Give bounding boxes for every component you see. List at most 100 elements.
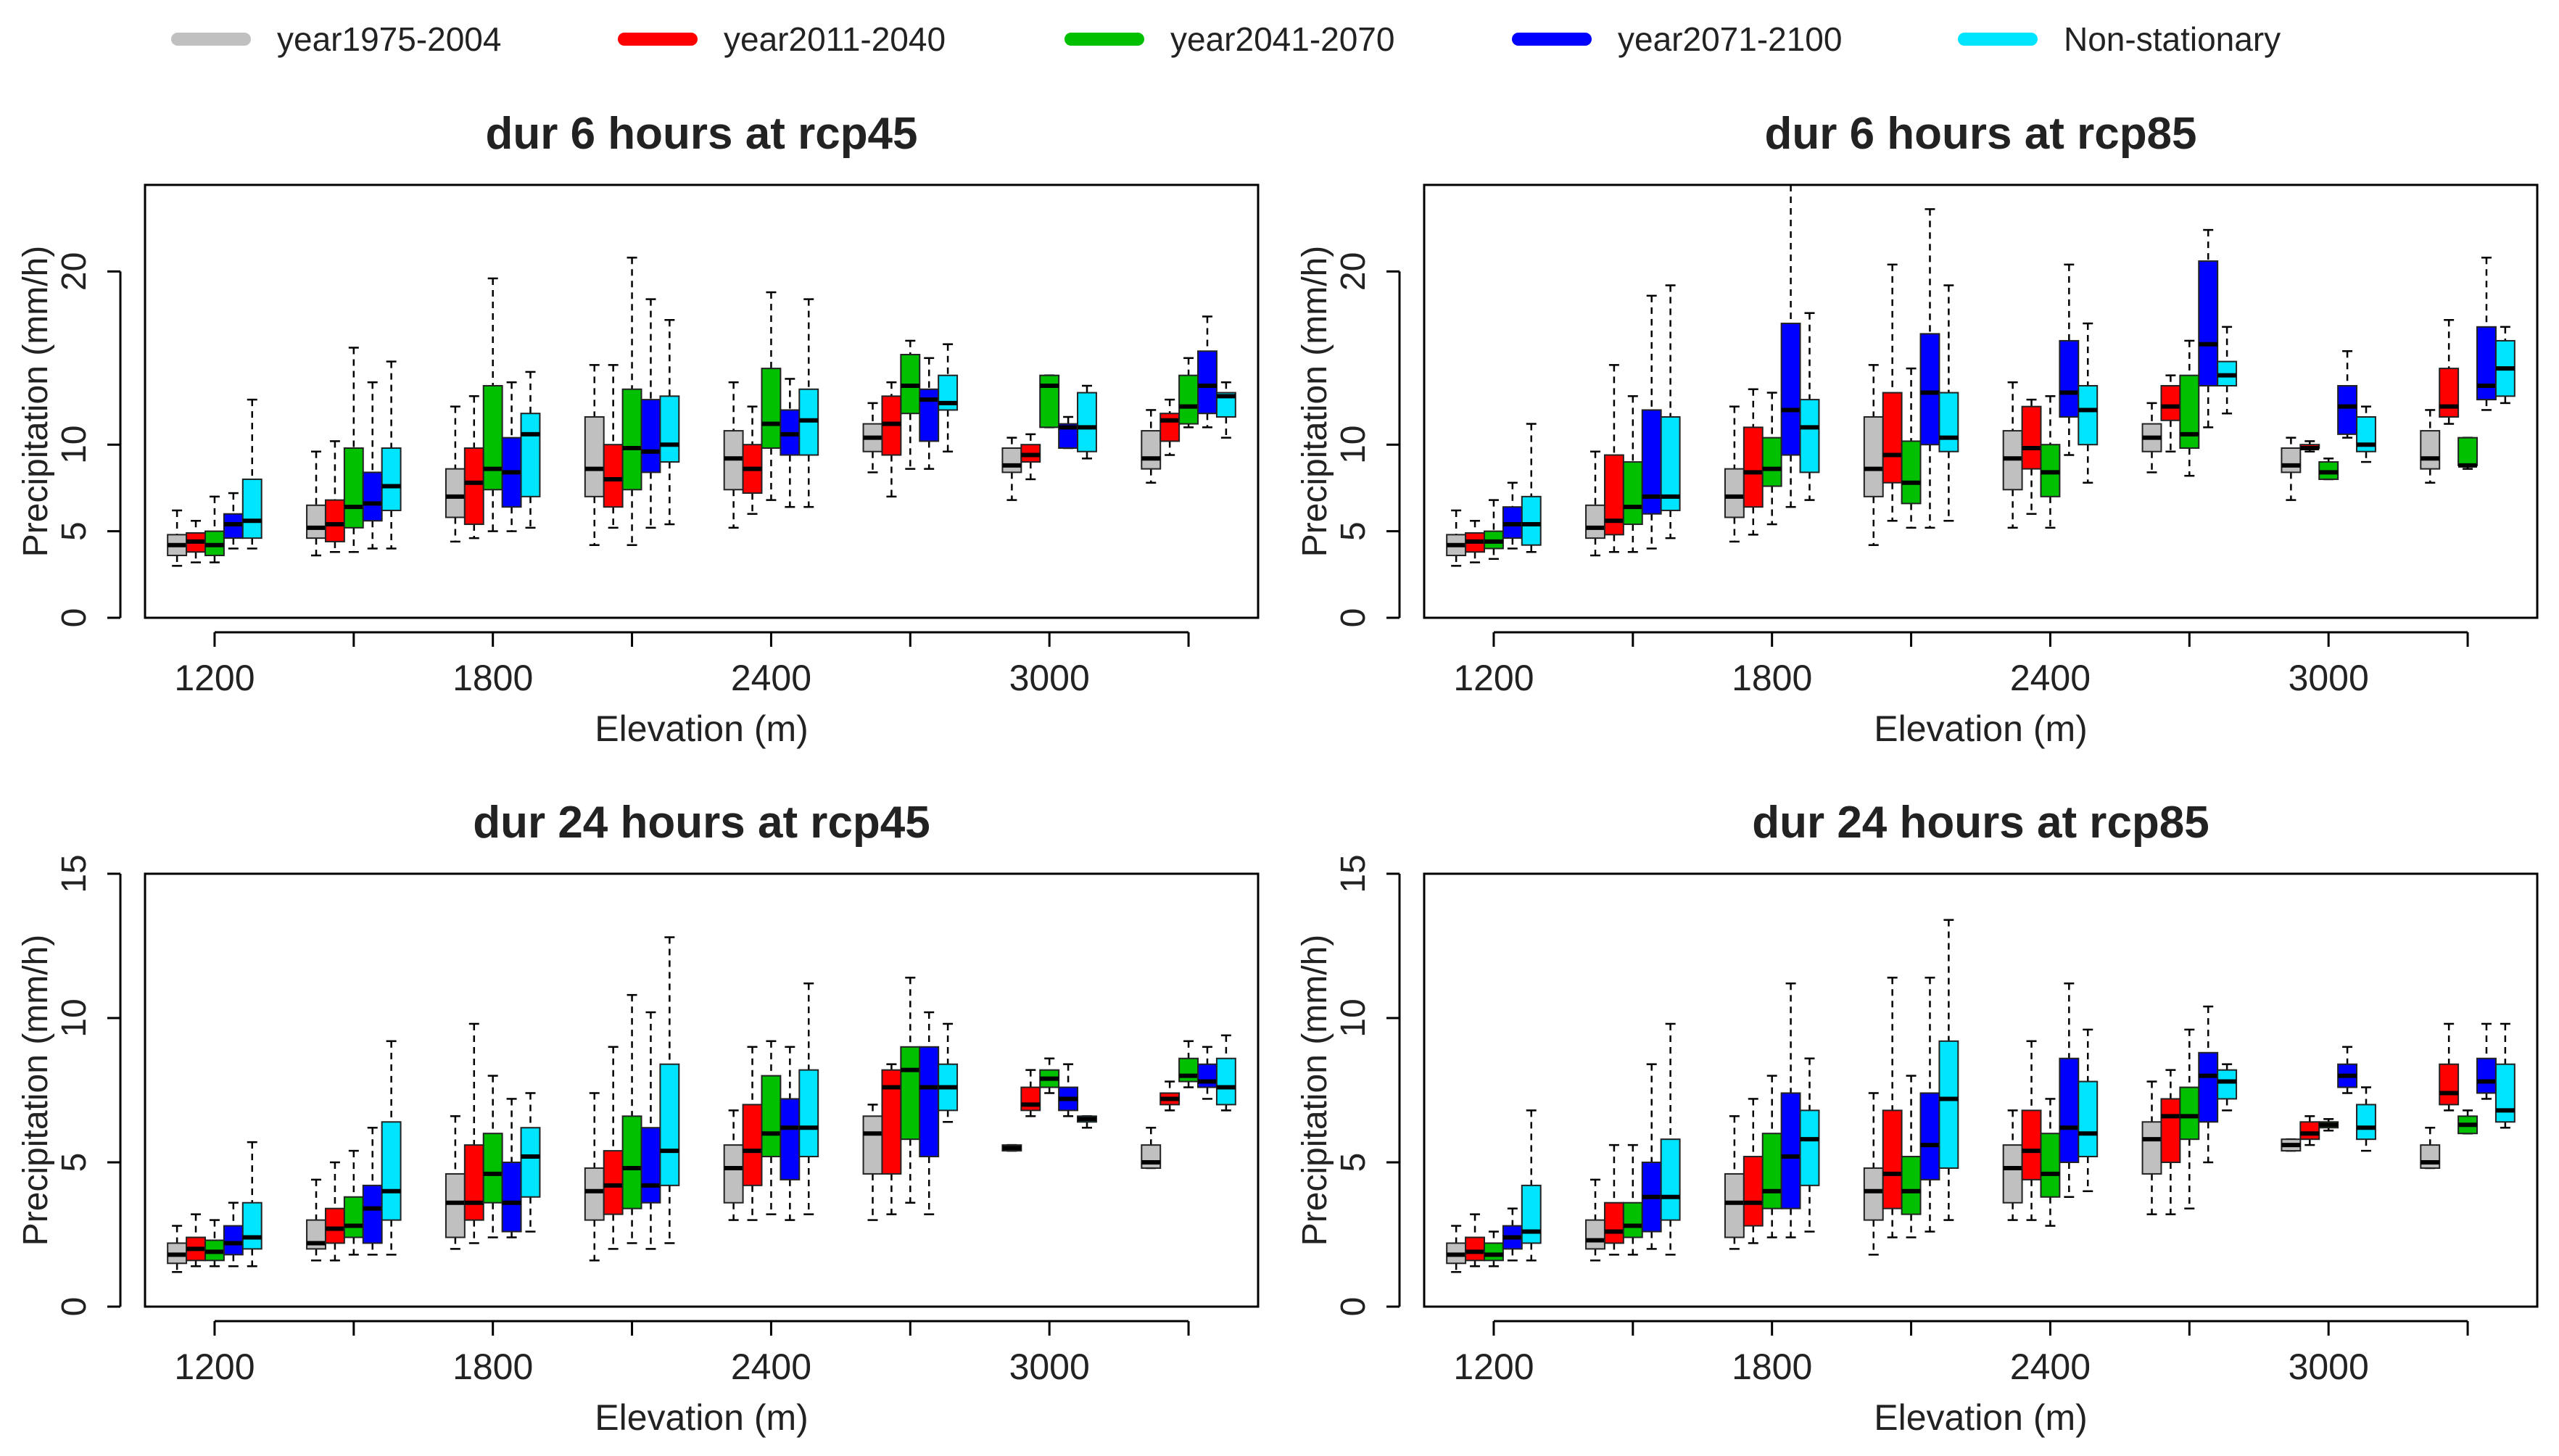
box-year2071-2100 xyxy=(2198,260,2219,387)
legend-swatch-1975-2004 xyxy=(171,33,251,46)
x-tick-label: 2400 xyxy=(2010,1347,2091,1387)
x-tick-label: 2400 xyxy=(2010,658,2091,698)
box-year1975-2004 xyxy=(2002,1144,2023,1204)
box-year2041-2070 xyxy=(761,1075,782,1158)
legend-item-1975-2004: year1975-2004 xyxy=(171,10,501,68)
box-year2041-2070 xyxy=(2179,1086,2200,1141)
legend-label-2011-2040: year2011-2040 xyxy=(724,20,946,58)
y-axis-label: Precipitation (mm/h) xyxy=(1296,935,1334,1246)
chart-title: dur 24 hours at rcp85 xyxy=(1752,798,2209,848)
box-Non-stationary xyxy=(2356,1104,2376,1141)
y-tick-label: 5 xyxy=(55,1153,94,1172)
box-Non-stationary xyxy=(1799,399,1820,473)
box-year2071-2100 xyxy=(2476,326,2497,401)
box-year1975-2004 xyxy=(306,504,326,539)
box-Non-stationary xyxy=(520,413,541,497)
box-year1975-2004 xyxy=(445,1172,466,1238)
y-tick-label: 10 xyxy=(55,426,94,464)
box-Non-stationary xyxy=(1799,1109,1820,1186)
x-tick-label: 2400 xyxy=(731,658,811,698)
box-year2071-2100 xyxy=(640,399,661,473)
plot-frame xyxy=(144,183,1260,619)
y-tick-label: 10 xyxy=(1334,998,1373,1037)
x-axis-label: Elevation (m) xyxy=(1874,708,2088,749)
chart-dur24-rcp45: dur 24 hours at rcp45 0 5 10 15 Precipitation… xyxy=(17,798,1260,1438)
x-tick-label: 2400 xyxy=(731,1347,811,1387)
box-year2011-2040 xyxy=(324,499,345,542)
x-tick-label: 1200 xyxy=(1453,1347,1534,1387)
box-year1975-2004 xyxy=(2281,447,2302,473)
box-year1975-2004 xyxy=(584,1167,605,1221)
box-year1975-2004 xyxy=(1585,504,1605,539)
box-year2041-2070 xyxy=(1622,461,1643,526)
box-year2011-2040 xyxy=(2439,368,2460,418)
box-year1975-2004 xyxy=(2420,430,2441,470)
x-tick-label: 3000 xyxy=(1009,1347,1090,1387)
x-axis-label: Elevation (m) xyxy=(1874,1397,2088,1438)
box-year2071-2100 xyxy=(501,1162,522,1233)
box-year2071-2100 xyxy=(1780,323,1801,456)
box-Non-stationary xyxy=(659,395,680,463)
y-axis-label: Precipitation (mm/h) xyxy=(1296,246,1334,557)
box-year2071-2100 xyxy=(919,1046,940,1158)
box-year2041-2070 xyxy=(761,368,782,449)
box-year2041-2070 xyxy=(1178,374,1199,425)
box-year2011-2040 xyxy=(1742,426,1764,508)
y-tick-label: 5 xyxy=(55,521,94,541)
box-year2011-2040 xyxy=(1882,1109,1903,1209)
legend-swatch-2041-2070 xyxy=(1064,33,1144,46)
x-axis-label: Elevation (m) xyxy=(595,1397,809,1438)
box-Non-stationary xyxy=(520,1127,541,1198)
legend-swatch-2011-2040 xyxy=(618,33,698,46)
box-year2041-2070 xyxy=(1901,1156,1922,1215)
box-Non-stationary xyxy=(1521,495,1542,546)
box-year2011-2040 xyxy=(1742,1156,1764,1227)
box-year1975-2004 xyxy=(1585,1219,1605,1250)
box-year1975-2004 xyxy=(1863,415,1884,497)
box-year2011-2040 xyxy=(2299,1121,2320,1141)
x-tick-label: 1200 xyxy=(174,1347,255,1387)
x-tick-label: 3000 xyxy=(2289,658,2369,698)
box-year2011-2040 xyxy=(603,1150,624,1215)
box-year2071-2100 xyxy=(919,388,940,442)
box-year2071-2100 xyxy=(780,1098,801,1180)
x-axis-label: Elevation (m) xyxy=(595,708,809,749)
legend-swatch-2071-2100 xyxy=(1512,33,1592,46)
box-year2011-2040 xyxy=(2021,1109,2042,1180)
box-year2041-2070 xyxy=(621,1115,642,1209)
box-year1975-2004 xyxy=(1141,430,1162,470)
box-Non-stationary xyxy=(1938,1040,1959,1169)
chart-dur6-rcp85: dur 6 hours at rcp85 0 5 10 20Precipitation … xyxy=(1296,109,2539,749)
box-year2071-2100 xyxy=(2476,1057,2497,1094)
box-year2011-2040 xyxy=(1882,392,1903,484)
box-Non-stationary xyxy=(2078,1080,2099,1158)
box-year2011-2040 xyxy=(2160,385,2181,421)
box-year1975-2004 xyxy=(1141,1144,1162,1169)
y-tick-label: 10 xyxy=(1334,426,1373,464)
box-year2011-2040 xyxy=(1465,1236,1485,1262)
plot-frame xyxy=(144,872,1260,1308)
box-year2041-2070 xyxy=(1761,1133,1782,1209)
box-Non-stationary xyxy=(798,1069,819,1158)
box-year1975-2004 xyxy=(2420,1144,2441,1169)
box-year2011-2040 xyxy=(2439,1063,2460,1106)
y-tick-label: 5 xyxy=(1334,1153,1373,1172)
box-Non-stationary xyxy=(1077,392,1097,452)
legend-label-2071-2100: year2071-2100 xyxy=(1618,20,1843,58)
plot-frame xyxy=(1423,183,2539,619)
y-tick-label: 20 xyxy=(1334,252,1373,291)
box-year1975-2004 xyxy=(723,1144,744,1204)
box-year2041-2070 xyxy=(482,1133,503,1204)
box-year2011-2040 xyxy=(1159,413,1181,442)
box-year2071-2100 xyxy=(362,471,383,522)
box-Non-stationary xyxy=(241,1201,262,1250)
box-year2041-2070 xyxy=(900,1046,921,1141)
box-year2071-2100 xyxy=(1197,1063,1218,1088)
x-tick-label: 1800 xyxy=(1732,658,1812,698)
box-year2011-2040 xyxy=(1020,1086,1041,1112)
box-year2011-2040 xyxy=(2160,1098,2181,1163)
legend-item-non-stationary: Non-stationary xyxy=(1958,10,2281,68)
legend-swatch-non-stationary xyxy=(1958,33,2038,46)
y-axis-label: Precipitation (mm/h) xyxy=(17,246,55,557)
chart-title: dur 6 hours at rcp85 xyxy=(1764,109,2196,159)
